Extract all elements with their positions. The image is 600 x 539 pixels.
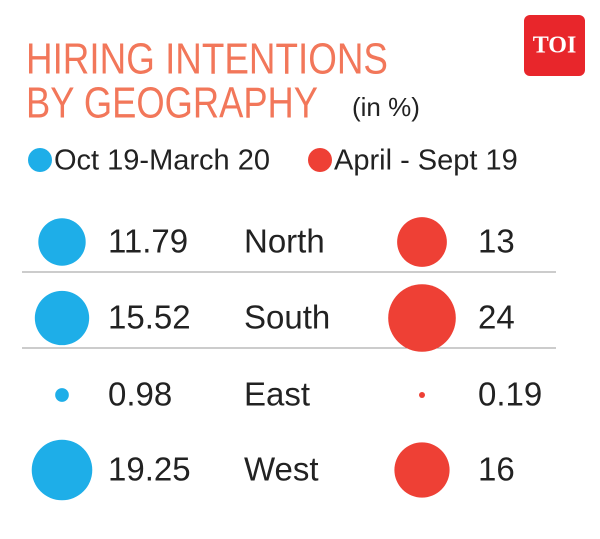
legend-marker (28, 148, 52, 172)
bubble (38, 218, 86, 266)
value-label: 16 (478, 451, 515, 488)
value-label: 13 (478, 223, 515, 260)
category-label: South (244, 299, 330, 336)
legend-label: April - Sept 19 (334, 145, 518, 177)
chart-title: HIRING INTENTIONS (26, 35, 388, 84)
category-label: West (244, 451, 319, 488)
chart-title: BY GEOGRAPHY (26, 79, 318, 128)
bubble (418, 391, 426, 399)
category-label: North (244, 223, 325, 260)
bubble (397, 217, 447, 267)
value-label: 24 (478, 299, 515, 336)
bubble (34, 290, 90, 346)
value-label: 0.19 (478, 376, 542, 413)
category-label: East (244, 376, 310, 413)
value-label: 0.98 (108, 376, 172, 413)
logo: TOI (533, 33, 577, 59)
logo-box (524, 15, 585, 76)
bubble (55, 388, 69, 402)
value-label: 11.79 (108, 223, 188, 260)
legend-label: Oct 19-March 20 (54, 145, 270, 177)
legend-marker (308, 148, 332, 172)
value-label: 19.25 (108, 451, 191, 488)
value-label: 15.52 (108, 299, 191, 336)
bubble (31, 439, 93, 501)
chart-subtitle: (in %) (352, 92, 420, 122)
bubble (394, 442, 450, 498)
bubble (388, 284, 456, 352)
